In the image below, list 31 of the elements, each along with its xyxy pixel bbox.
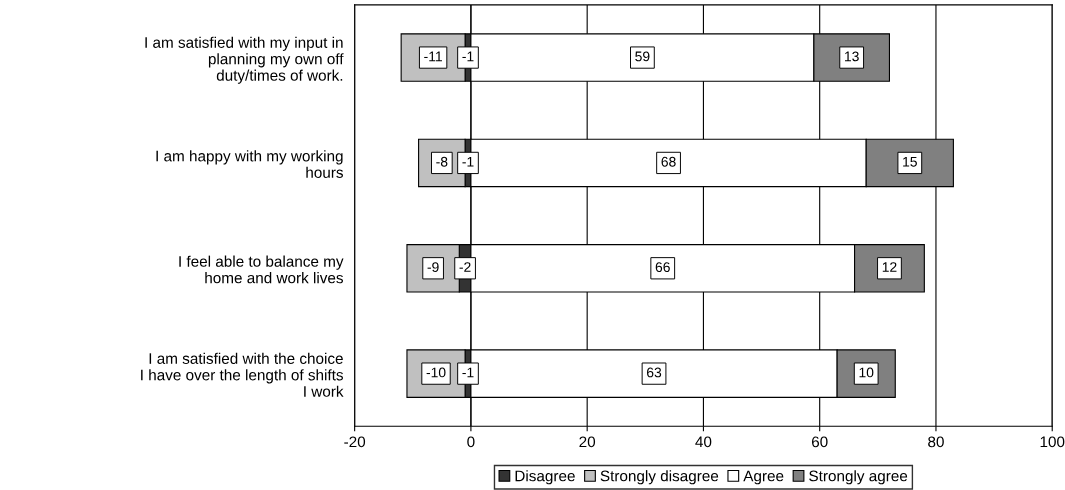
legend-label: Agree [743,470,784,485]
data-label: 15 [903,156,917,167]
x-tick-label: 100 [1040,436,1065,448]
x-tick-label: -20 [344,436,366,448]
y-tick-label: I am satisfied with the choice I have over the length of shifts I work [141,352,344,397]
data-label: 63 [647,367,662,378]
data-label: 59 [635,51,650,62]
legend-label: Strongly disagree [600,470,719,485]
y-tick-label: I feel able to balance my home and work lives [179,255,344,284]
data-label: -1 [462,367,474,378]
data-label: 66 [655,262,670,272]
x-tick-label: 0 [467,436,475,448]
y-tick-label: I am satisfied with my input in planning my own off duty/times of work. [145,36,344,84]
data-label: -9 [427,262,439,272]
data-label: -1 [462,51,474,62]
data-label: -10 [426,367,446,378]
y-tick-label: I am happy with my working hours [156,150,343,178]
data-label: 12 [882,262,897,272]
legend-label: Disagree [515,470,575,485]
x-tick-label: 20 [579,436,596,448]
data-label: -8 [436,156,448,167]
data-label: -11 [424,51,442,62]
data-label: -1 [462,156,474,167]
data-label: 68 [661,156,676,167]
x-tick-label: 40 [695,436,712,448]
data-label: 13 [845,51,859,62]
x-tick-label: 80 [928,436,944,448]
legend-label: Strongly agree [809,470,908,485]
data-label: -2 [459,262,471,272]
x-tick-label: 60 [811,436,828,448]
data-label: 10 [859,367,874,378]
